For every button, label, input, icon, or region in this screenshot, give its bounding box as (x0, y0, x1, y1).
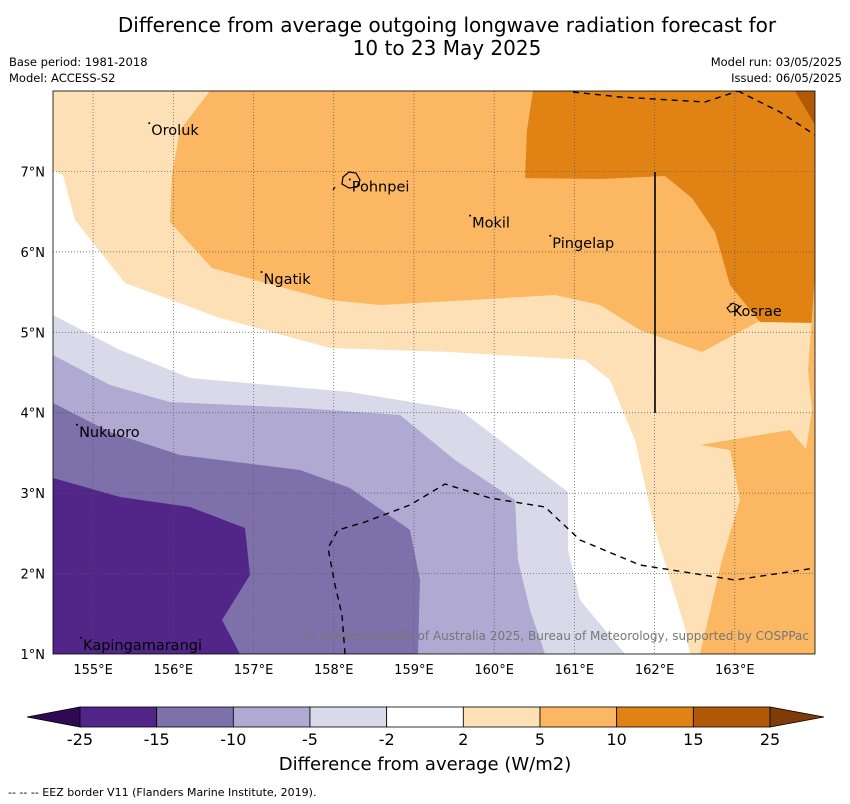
copyright-notice: © Commonwealth of Australia 2025, Bureau… (304, 629, 809, 643)
colorbar-title: Difference from average (W/m2) (278, 754, 572, 775)
longitude-tick: 158°E (314, 663, 354, 678)
issued-label: Issued: 06/05/2025 (731, 71, 842, 85)
place-label: Oroluk (151, 123, 199, 139)
model-label: Model: ACCESS-S2 (9, 71, 116, 85)
map-frame (52, 90, 816, 655)
anomaly-field (53, 91, 815, 654)
colorbar-tick: -15 (144, 730, 170, 749)
colorbar-tick: -25 (67, 730, 93, 749)
place-marker (260, 270, 263, 273)
model-run-label: Model run: 03/05/2025 (710, 55, 842, 69)
place-labels: Oroluk Pohnpei Mokil Pingelap Ngatik Kosrae Nu… (76, 122, 782, 654)
eez-borders (327, 91, 815, 654)
place-marker (729, 303, 732, 306)
longitude-tick: 162°E (635, 663, 675, 678)
colorbar-extend-low (26, 706, 81, 728)
longitude-tick: 155°E (73, 663, 113, 678)
place-label: Nukuoro (79, 425, 140, 441)
colorbar-tick: 25 (760, 730, 780, 749)
colorbar-tick: 10 (606, 730, 626, 749)
place-marker (469, 214, 472, 217)
colorbar-swatch (462, 706, 541, 728)
eez-footnote: -- -- -- EEZ border V11 (Flanders Marine… (8, 786, 317, 799)
latitude-tick: 6°N (21, 246, 46, 261)
place-label: Kapingamarangi (83, 638, 202, 654)
colorbar-swatch (539, 706, 618, 728)
graticule (53, 91, 815, 654)
colorbar-swatch (156, 706, 234, 728)
longitude-tick: 159°E (394, 663, 434, 678)
eez-border-northeast (737, 91, 815, 136)
latitude-tick: 3°N (21, 487, 46, 502)
band-minus-15-to-25 (53, 478, 250, 654)
place-label: Pohnpei (352, 179, 410, 195)
eez-border-north (572, 91, 739, 103)
colorbar: -25 -15 -10 -5 -2 2 5 10 15 25 (26, 706, 825, 749)
colorbar-swatch (232, 706, 311, 728)
place-label: Kosrae (733, 304, 782, 320)
colorbar-swatch (309, 706, 388, 728)
meta-right: Model run: 03/05/2025 Issued: 06/05/2025 (711, 54, 842, 86)
colorbar-swatch (386, 706, 464, 728)
longitude-tick: 157°E (234, 663, 274, 678)
colorbar-extend-high (769, 706, 825, 728)
longitude-tick: 160°E (474, 663, 514, 678)
title-line-1: Difference from average outgoing longwav… (117, 13, 777, 37)
longitude-tick: 163°E (715, 663, 755, 678)
place-label: Pingelap (552, 236, 614, 252)
map-title: Difference from average outgoing longwav… (0, 14, 850, 60)
latitude-tick: 7°N (21, 165, 46, 180)
latitude-tick: 2°N (21, 568, 46, 583)
colorbar-tick: -2 (379, 730, 395, 749)
colorbar-swatch (616, 706, 694, 728)
colorbar-tick: 15 (683, 730, 703, 749)
colorbar-tick: -10 (220, 730, 246, 749)
band-5-to-10-southeast (700, 430, 815, 654)
latitude-tick: 5°N (21, 326, 46, 341)
base-period-label: Base period: 1981-2018 (9, 55, 148, 69)
longitude-tick: 156°E (154, 663, 194, 678)
place-marker (348, 178, 351, 181)
meta-left: Base period: 1981-2018 Model: ACCESS-S2 (9, 54, 148, 86)
ant-atoll-mark (332, 186, 336, 191)
title-line-2: 10 to 23 May 2025 (352, 36, 542, 60)
longitude-tick: 161°E (555, 663, 595, 678)
longitude-tick-labels: 155°E 156°E 157°E 158°E 159°E 160°E 161°E 162°E… (73, 663, 754, 678)
colorbar-tick: 2 (458, 730, 468, 749)
pohnpei-island-shape (341, 171, 361, 189)
colorbar-tick: -5 (302, 730, 318, 749)
latitude-tick: 4°N (21, 407, 46, 422)
place-label: Mokil (472, 216, 510, 232)
kosrae-island-shape (726, 302, 740, 313)
place-marker (80, 636, 83, 639)
latitude-tick: 1°N (21, 648, 46, 663)
band-15-to-25 (795, 91, 815, 125)
colorbar-tick: 5 (535, 730, 545, 749)
place-marker (549, 234, 552, 237)
band-10-to-15 (525, 91, 815, 323)
colorbar-swatch (79, 706, 158, 728)
place-marker (148, 122, 151, 125)
colorbar-swatch (692, 706, 771, 728)
place-marker (76, 423, 79, 426)
islands (332, 171, 740, 313)
latitude-tick-labels: 1°N 2°N 3°N 4°N 5°N 6°N 7°N (21, 165, 46, 663)
eez-border-south (327, 483, 815, 654)
place-label: Ngatik (264, 272, 312, 288)
